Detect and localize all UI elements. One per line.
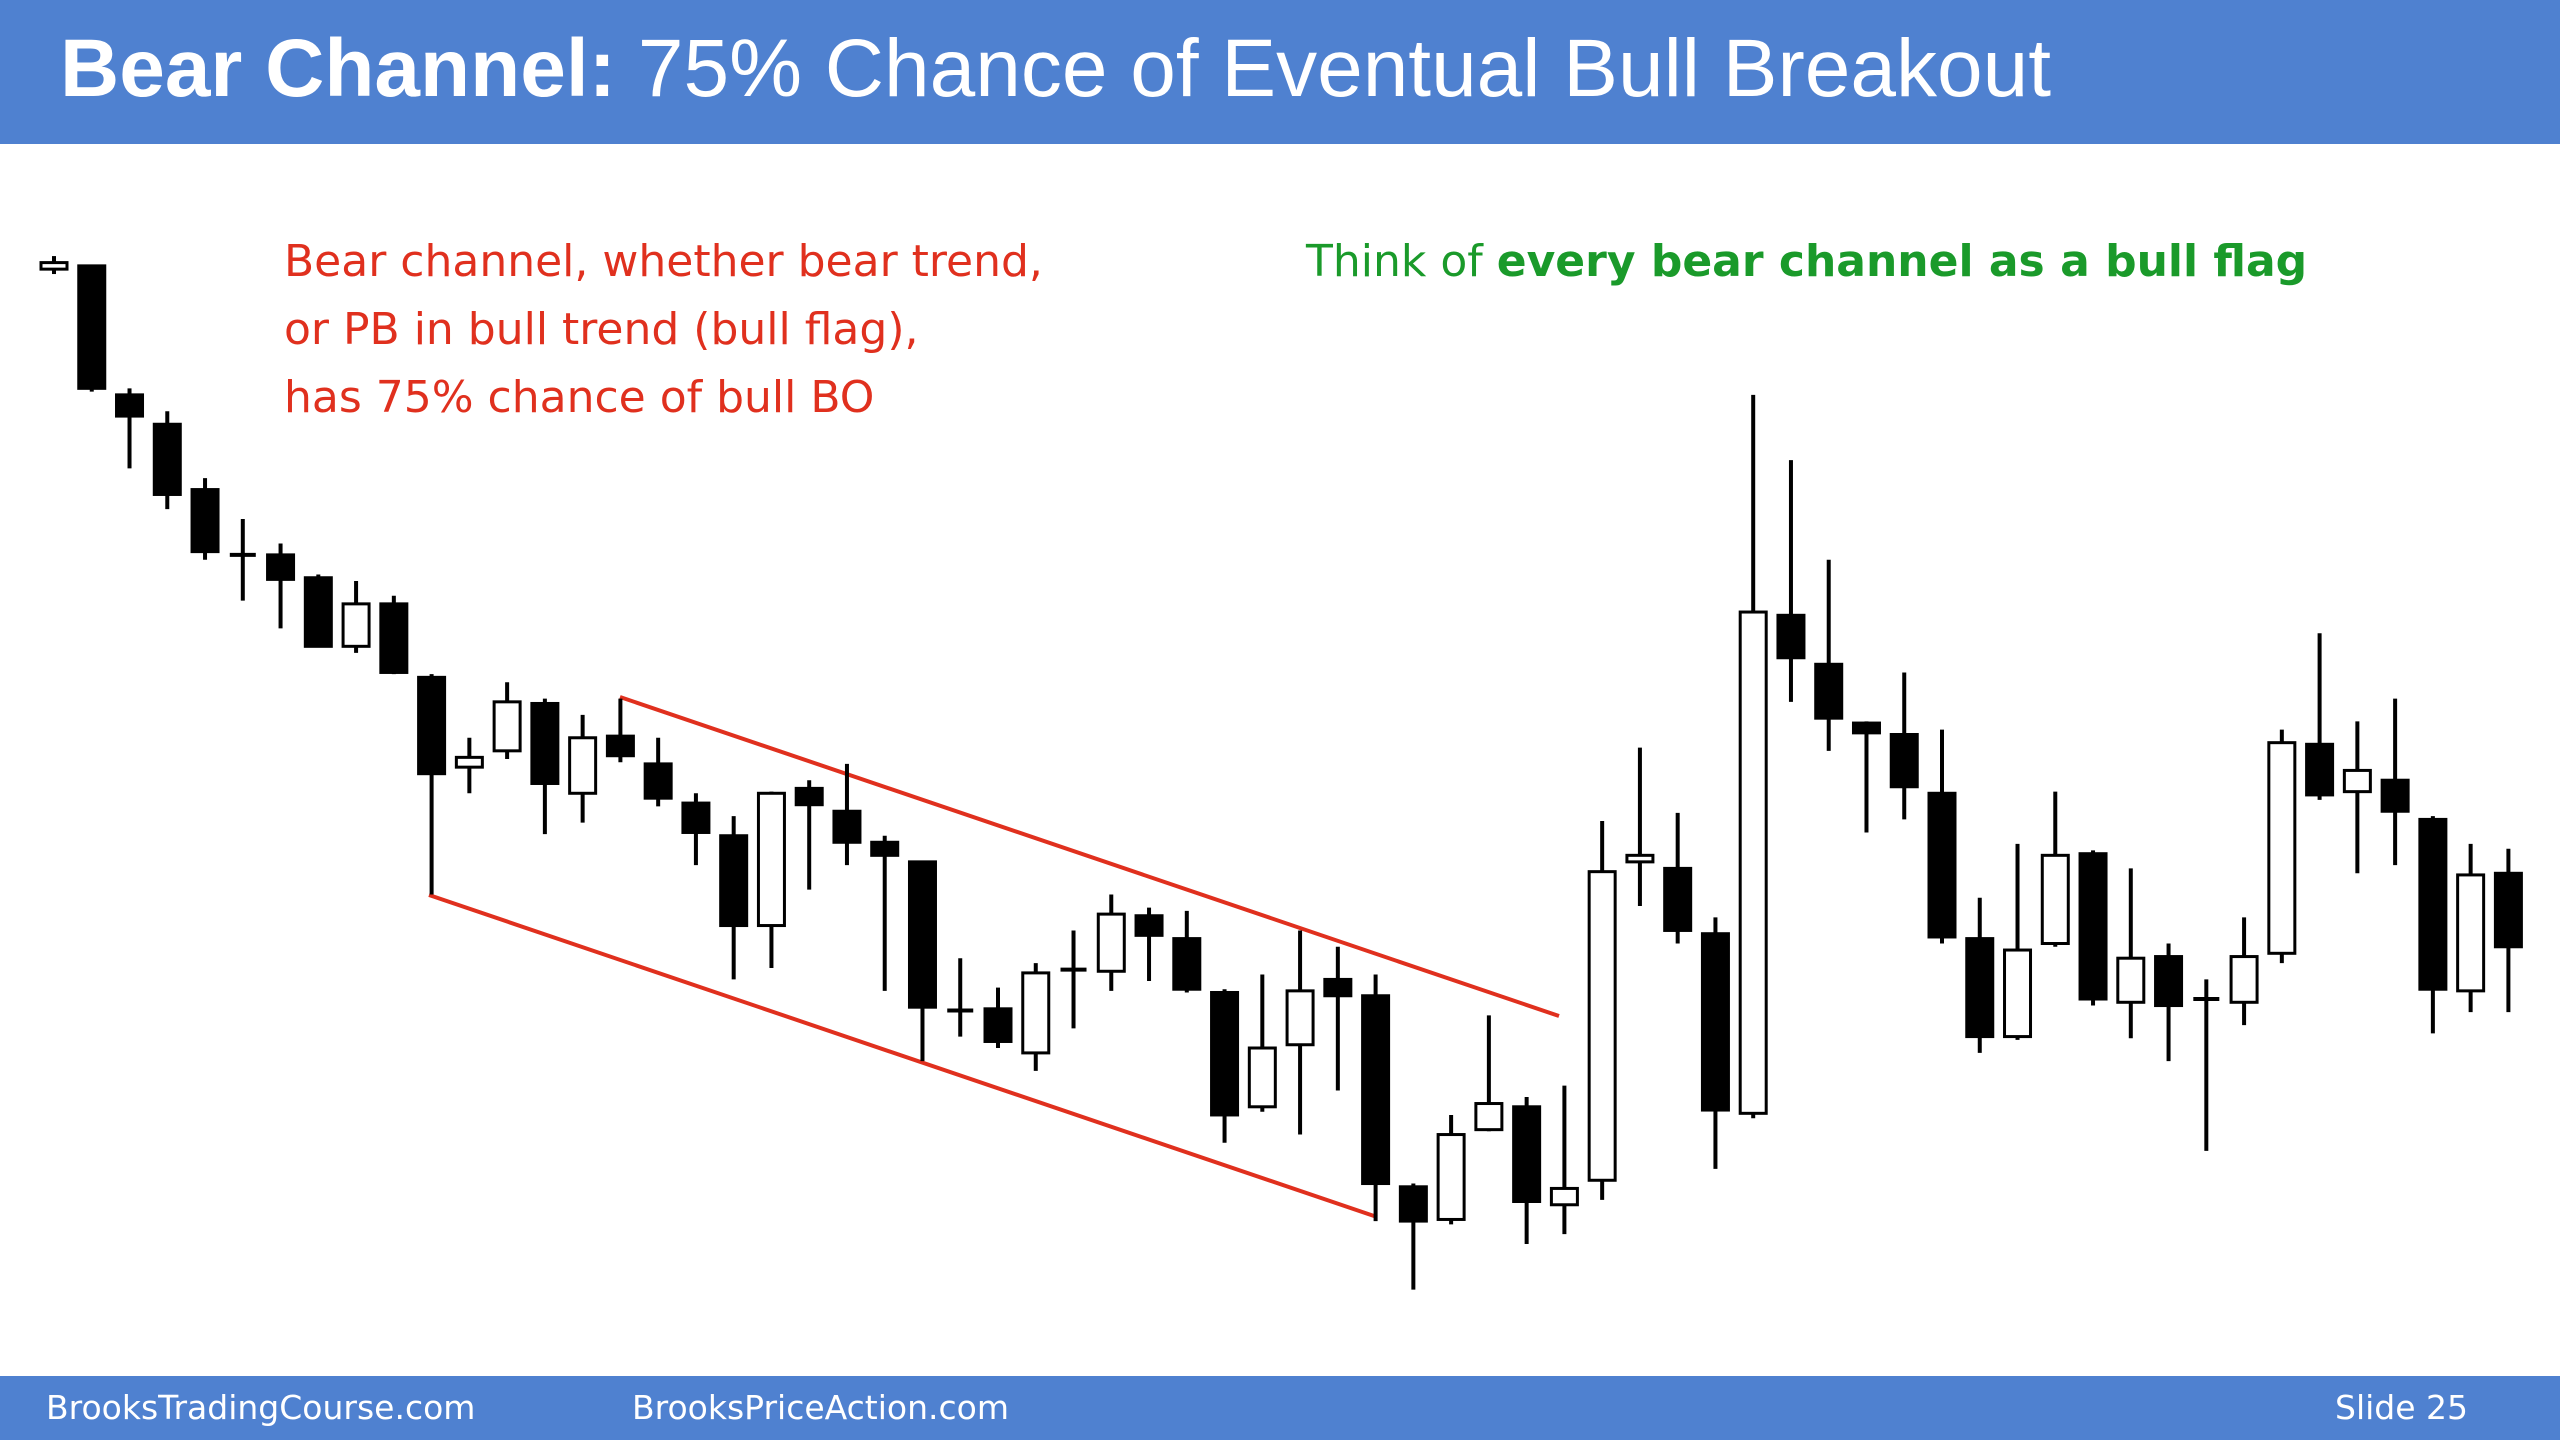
candle-body	[152, 422, 182, 496]
candle-body	[454, 755, 484, 769]
candle-body	[681, 801, 711, 834]
candle-body	[2305, 742, 2335, 797]
candle-body	[1134, 914, 1164, 937]
candle-body	[266, 553, 296, 581]
candle-body	[2342, 768, 2372, 794]
candle-body	[756, 791, 786, 928]
candle-body	[2078, 852, 2108, 1001]
candle-body	[1210, 990, 1240, 1117]
candle-body	[2267, 741, 2297, 955]
candle-body	[568, 736, 598, 795]
candle-body	[2418, 817, 2448, 991]
candle-body	[1398, 1185, 1428, 1223]
candle-body	[1436, 1133, 1466, 1221]
candle-body	[77, 264, 107, 390]
candle-body	[1927, 791, 1957, 939]
candle-body	[1587, 870, 1617, 1182]
candle-body	[190, 488, 220, 554]
candle-body	[1021, 971, 1051, 1055]
candle-body	[794, 786, 824, 807]
candle-body	[1700, 932, 1730, 1112]
candle-body	[2003, 948, 2033, 1039]
candle-body	[1172, 937, 1202, 991]
candle-body	[492, 700, 522, 753]
candle-body	[832, 809, 862, 844]
candle-body	[1549, 1186, 1579, 1207]
annotation-line: has 75% chance of bull BO	[284, 372, 875, 423]
title-bold: Bear Channel:	[60, 23, 616, 114]
annotation: Think of every bear channel as a bull fla…	[1306, 236, 2307, 287]
candle-body	[643, 762, 673, 800]
candle-body	[2154, 955, 2184, 1008]
title: Bear Channel: 75% Chance of Eventual Bull…	[60, 22, 2051, 116]
annotation-plain: Think of	[1306, 236, 1483, 287]
candle-body	[719, 834, 749, 928]
candle-body	[1323, 977, 1353, 998]
candle-body	[417, 675, 447, 776]
candle-body	[115, 393, 145, 418]
candle-body	[1663, 866, 1693, 932]
candle-body	[1361, 994, 1391, 1186]
title-rest: 75% Chance of Eventual Bull Breakout	[637, 23, 2052, 114]
candle-body	[1851, 721, 1881, 735]
chart	[39, 256, 2523, 1290]
footer: BrooksTradingCourse.com BrooksPriceActio…	[0, 1376, 2560, 1440]
candle-body	[1285, 989, 1315, 1047]
candle-body	[379, 602, 409, 674]
candle-body	[1247, 1046, 1277, 1109]
candle-body	[1512, 1105, 1542, 1203]
candle-body	[2493, 871, 2523, 949]
candle-body	[1814, 662, 1844, 720]
candle-body	[907, 860, 937, 1009]
slide-number: Slide 25	[2335, 1388, 2469, 1427]
candle-body	[2229, 955, 2259, 1004]
candle-body	[303, 576, 333, 648]
candle-body	[1096, 912, 1126, 973]
candle-body	[1965, 937, 1995, 1039]
candle-body	[39, 261, 69, 271]
candle-body	[605, 734, 635, 758]
candle-body	[2116, 956, 2146, 1004]
candle-body	[983, 1007, 1013, 1043]
footer-link: BrooksTradingCourse.com	[46, 1388, 476, 1427]
candle-body	[2456, 873, 2486, 993]
candle-body	[530, 701, 560, 785]
channel-line	[428, 893, 1378, 1219]
candle-body	[1776, 613, 1806, 660]
candle-body	[1889, 733, 1919, 789]
annotation-line: Bear channel, whether bear trend,	[284, 236, 1043, 287]
candle-body	[341, 602, 371, 648]
header: Bear Channel: 75% Chance of Eventual Bull…	[0, 0, 2560, 144]
annotation-bold: every bear channel as a bull flag	[1496, 236, 2308, 287]
annotation-line: or PB in bull trend (bull flag),	[284, 304, 919, 355]
candle-body	[1738, 610, 1768, 1115]
candle-body	[2040, 853, 2070, 946]
candle-body	[2380, 778, 2410, 813]
footer-link: BrooksPriceAction.com	[632, 1388, 1009, 1427]
channel-line	[619, 695, 1560, 1018]
candle-body	[1625, 853, 1655, 864]
candle-body	[1474, 1102, 1504, 1132]
candle-body	[870, 840, 900, 857]
